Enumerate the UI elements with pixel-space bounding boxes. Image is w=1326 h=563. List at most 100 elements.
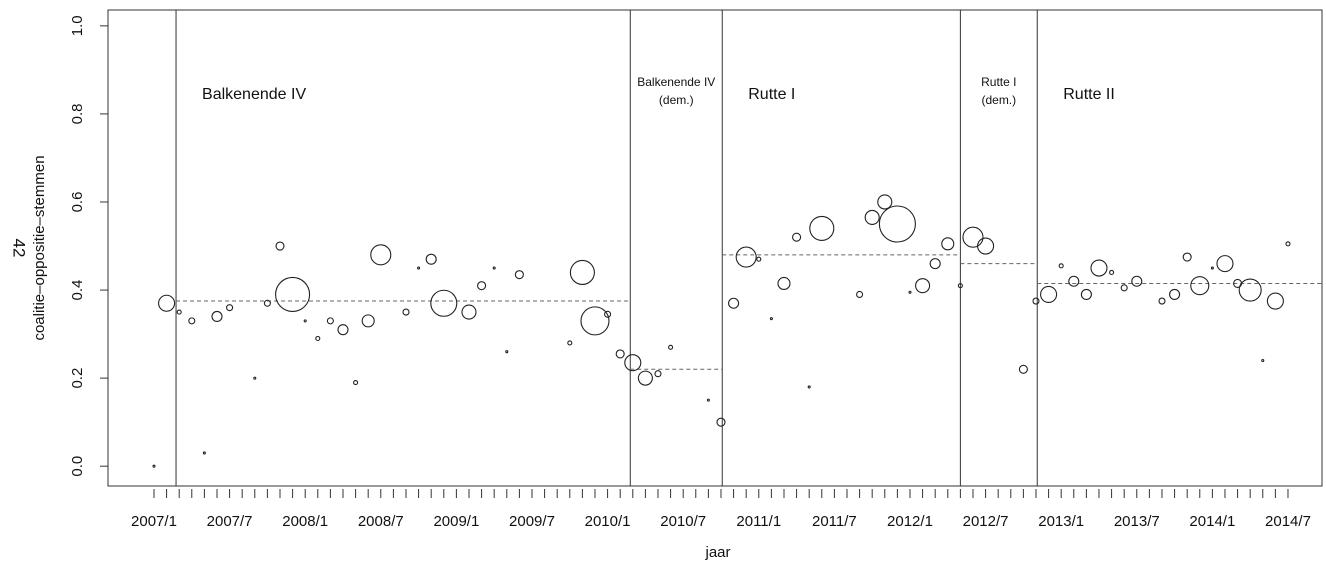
bubble xyxy=(1080,288,1092,301)
bubble xyxy=(809,215,835,241)
x-tick-label: 2011/1 xyxy=(736,513,781,530)
bubble xyxy=(425,253,437,265)
bubble xyxy=(263,299,271,307)
bubble xyxy=(957,283,963,289)
x-tick-label: 2013/7 xyxy=(1114,513,1160,530)
bubble xyxy=(1182,252,1192,262)
y-tick-label: 0.6 xyxy=(69,192,86,213)
x-tick-label: 2009/1 xyxy=(433,513,479,530)
bubble xyxy=(915,278,931,294)
bubble xyxy=(202,451,206,455)
x-tick-label: 2012/1 xyxy=(887,513,933,530)
bubble xyxy=(211,310,223,323)
bubble xyxy=(864,209,880,225)
period-label: Balkenende IV xyxy=(637,75,715,89)
bubble xyxy=(1032,297,1040,305)
bubble xyxy=(962,226,984,248)
bubble xyxy=(275,276,311,313)
y-tick-label: 0.0 xyxy=(69,456,86,477)
bubble xyxy=(303,319,307,323)
bubble xyxy=(315,335,321,342)
bubble xyxy=(1109,269,1115,275)
bubble xyxy=(1131,275,1143,287)
x-axis-label: jaar xyxy=(704,544,730,561)
x-tick-label: 2014/1 xyxy=(1189,513,1235,530)
x-tick-label: 2012/7 xyxy=(963,513,1009,530)
period-label: (dem.) xyxy=(659,93,694,107)
bubble xyxy=(856,290,864,299)
y-axis-label-top: 42 xyxy=(10,239,29,258)
bubble xyxy=(792,232,802,242)
bubble xyxy=(461,304,477,320)
bubble xyxy=(505,350,509,354)
bubble xyxy=(1018,364,1028,374)
bubble xyxy=(580,306,610,336)
x-tick-label: 2007/1 xyxy=(131,513,177,530)
period-label: Balkenende IV xyxy=(202,86,306,103)
period-label: Rutte I xyxy=(748,86,795,103)
bubble xyxy=(430,289,458,317)
bubble xyxy=(706,398,710,402)
bubble xyxy=(929,258,941,270)
bubble xyxy=(1040,285,1058,304)
plot-frame xyxy=(107,9,1323,487)
bubble xyxy=(877,194,893,210)
bubble xyxy=(1090,259,1108,277)
bubble xyxy=(1261,358,1265,363)
bubble xyxy=(716,417,726,427)
bubble xyxy=(158,294,176,312)
period-label: (dem.) xyxy=(981,93,1016,107)
bubble xyxy=(370,244,392,266)
bubble xyxy=(1190,276,1210,296)
bubble xyxy=(1266,292,1284,310)
bubble xyxy=(275,241,285,251)
y-tick-label: 0.8 xyxy=(69,103,86,124)
bubble xyxy=(728,297,740,309)
bubble xyxy=(188,317,196,325)
bubble xyxy=(477,281,487,291)
bubble xyxy=(1210,266,1214,270)
bubble xyxy=(908,290,912,294)
bubble xyxy=(152,464,156,468)
bubble xyxy=(402,308,410,316)
bubble xyxy=(1169,288,1181,301)
bubble xyxy=(567,340,573,346)
period-label: Rutte II xyxy=(1063,86,1115,103)
x-tick-label: 2007/7 xyxy=(207,513,253,530)
bubble xyxy=(977,237,995,255)
bubble xyxy=(756,256,762,262)
bubble xyxy=(326,317,334,325)
bubble xyxy=(353,379,359,386)
bubble xyxy=(604,310,612,318)
bubble xyxy=(226,304,234,312)
bubble xyxy=(1058,263,1064,269)
bubble xyxy=(735,246,757,268)
bubble xyxy=(492,266,496,270)
bubble xyxy=(176,309,182,315)
bubble xyxy=(624,354,642,372)
y-tick-label: 1.0 xyxy=(69,15,86,36)
bubble xyxy=(807,385,811,389)
bubble xyxy=(654,370,662,378)
bubble xyxy=(1238,278,1262,302)
y-tick-label: 0.2 xyxy=(69,368,86,389)
bubble xyxy=(668,344,674,350)
bubble xyxy=(337,324,349,336)
bubble xyxy=(253,376,257,380)
bubble xyxy=(514,270,524,280)
bubble xyxy=(361,314,375,328)
bubble xyxy=(637,370,653,386)
x-tick-label: 2008/7 xyxy=(358,513,404,530)
bubble xyxy=(569,259,595,285)
bubble xyxy=(1068,275,1080,287)
bubble xyxy=(1158,297,1166,305)
bubble xyxy=(878,205,916,243)
y-axis-label: coalitie–oppositie–stemmen xyxy=(31,155,48,340)
x-tick-label: 2008/1 xyxy=(282,513,328,530)
bubble xyxy=(1120,284,1128,292)
y-tick-label: 0.4 xyxy=(69,280,86,301)
period-label: Rutte I xyxy=(981,75,1016,89)
bubble xyxy=(777,276,791,290)
x-tick-label: 2014/7 xyxy=(1265,513,1311,530)
